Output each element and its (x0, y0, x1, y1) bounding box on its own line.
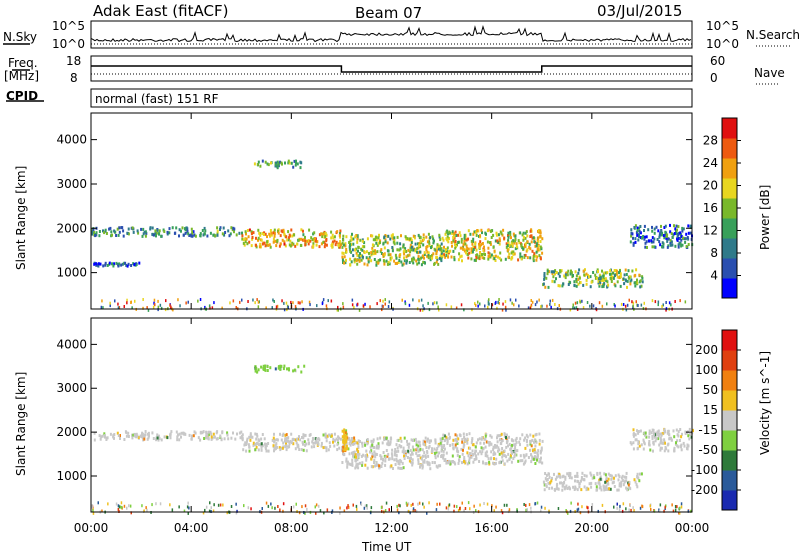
date-title: 03/Jul/2015 (597, 2, 683, 20)
power-colorbar-tick-label-1: 24 (703, 156, 718, 170)
nsearch-tick-top: 10^5 (706, 19, 739, 33)
cpid-value: normal (fast) 151 RF (95, 92, 219, 106)
panel-background (91, 318, 692, 512)
colorbar-swatch-2 (722, 238, 737, 259)
colorbar-swatch-4 (722, 198, 737, 219)
colorbar-swatch-8 (722, 330, 737, 351)
freq-label: Freq. (8, 56, 38, 70)
panel-background (91, 113, 692, 309)
colorbar-swatch-8 (722, 118, 737, 139)
velocity-y-tick-label-0: 4000 (56, 337, 87, 351)
velocity-colorbar-tick-label-3: 15 (703, 403, 718, 417)
nave-tick-bottom: 0 (710, 71, 718, 85)
power-echo-band-1 (241, 228, 344, 249)
power-colorbar-tick-label-2: 20 (703, 179, 718, 193)
colorbar-swatch-7 (722, 350, 737, 371)
power-echo-band-5 (629, 223, 694, 249)
station-title: Adak East (fitACF) (93, 2, 229, 20)
velocity-colorbar-tick-label-1: 100 (695, 363, 718, 377)
power-colorbar-tick-label-5: 8 (710, 246, 718, 260)
nsky-panel-frame (90, 20, 693, 49)
power-echo-band-7 (93, 261, 141, 268)
velocity-echo-band-7 (341, 428, 349, 453)
velocity-colorbar (721, 329, 741, 511)
x-tick-label-2: 08:00 (274, 521, 309, 535)
colorbar-swatch-3 (722, 218, 737, 239)
power-y-tick-label-3: 1000 (56, 266, 87, 280)
power-echo-band-3 (441, 228, 544, 263)
beam-title: Beam 07 (355, 4, 423, 22)
colorbar-swatch-3 (722, 430, 737, 451)
nsky-tick-bottom: 10^0 (52, 37, 85, 51)
colorbar-swatch-7 (722, 138, 737, 159)
nsearch-tick-bottom: 10^0 (706, 37, 739, 51)
velocity-colorbar-tick-label-6: -100 (691, 463, 718, 477)
nave-label: Nave (754, 66, 785, 80)
x-tick-label-6: 00:00 (675, 521, 710, 535)
colorbar-swatch-0 (722, 278, 737, 299)
power-y-tick-label-0: 4000 (56, 133, 87, 147)
velocity-echo-band-1 (241, 432, 344, 453)
power-colorbar-tick-label-0: 28 (703, 134, 718, 148)
velocity-colorbar-tick-label-7: -200 (691, 483, 718, 497)
power-echo-band-2 (341, 232, 444, 267)
velocity-echo-band-2 (341, 436, 443, 471)
nsearch-label: N.Search (746, 28, 800, 42)
x-tick-label-1: 04:00 (174, 521, 209, 535)
freq-tick-top: 18 (66, 54, 82, 68)
colorbar-swatch-1 (722, 258, 737, 279)
power-colorbar-tick-label-4: 12 (703, 224, 718, 238)
velocity-colorbar-tick-label-5: -50 (698, 443, 718, 457)
colorbar-swatch-2 (722, 450, 737, 471)
velocity-echo-band-0 (93, 430, 244, 442)
colorbar-swatch-6 (722, 158, 737, 179)
velocity-y-tick-label-3: 1000 (56, 469, 87, 483)
x-tick-label-0: 00:00 (74, 521, 109, 535)
nave-tick-top: 60 (710, 54, 726, 68)
velocity-y-tick-label-2: 2000 (56, 425, 87, 439)
colorbar-swatch-0 (722, 490, 737, 511)
velocity-colorbar-tick-label-0: 200 (695, 343, 718, 357)
cpid-panel-frame (90, 88, 693, 108)
colorbar-swatch-4 (722, 410, 737, 431)
velocity-echo-band-4 (542, 471, 643, 492)
x-axis-label: Time UT (362, 540, 412, 554)
velocity-colorbar-tick-label-2: 50 (703, 383, 718, 397)
power-echo-band-0 (91, 226, 243, 238)
power-echo-band-6 (253, 159, 303, 170)
velocity-echo-band-3 (441, 432, 544, 466)
x-tick-label-3: 12:00 (374, 521, 409, 535)
velocity-noise-speckles (91, 501, 692, 515)
power-echo-band-4 (542, 268, 644, 289)
power-y-tick-label-1: 3000 (56, 177, 87, 191)
power-colorbar-tick-label-3: 16 (703, 201, 718, 215)
colorbar-swatch-6 (722, 370, 737, 391)
colorbar-swatch-1 (722, 470, 737, 491)
power-colorbar (721, 117, 741, 299)
freq-tick-bottom: 8 (70, 71, 78, 85)
velocity-colorbar-tick-label-4: -15 (698, 423, 718, 437)
x-tick-label-4: 16:00 (474, 521, 509, 535)
freq-unit: [MHz] (4, 69, 40, 83)
colorbar-frame (721, 329, 738, 511)
freq-panel-frame (90, 55, 693, 82)
velocity-echo-band-6 (254, 364, 306, 374)
velocity-y-tick-label-1: 3000 (56, 381, 87, 395)
velocity-panel (90, 317, 741, 515)
colorbar-swatch-5 (722, 390, 737, 411)
nsky-series-line (90, 24, 692, 43)
x-tick-label-5: 20:00 (575, 521, 610, 535)
freq-series-line (91, 65, 692, 73)
nsky-label: N.Sky (3, 30, 38, 44)
power-colorbar-tick-label-6: 4 (710, 269, 718, 283)
nsky-tick-top: 10^5 (52, 19, 85, 33)
power-panel (90, 112, 741, 312)
cpid-label: CPID (6, 89, 39, 103)
colorbar-swatch-5 (722, 178, 737, 199)
power-y-tick-label-2: 2000 (56, 221, 87, 235)
